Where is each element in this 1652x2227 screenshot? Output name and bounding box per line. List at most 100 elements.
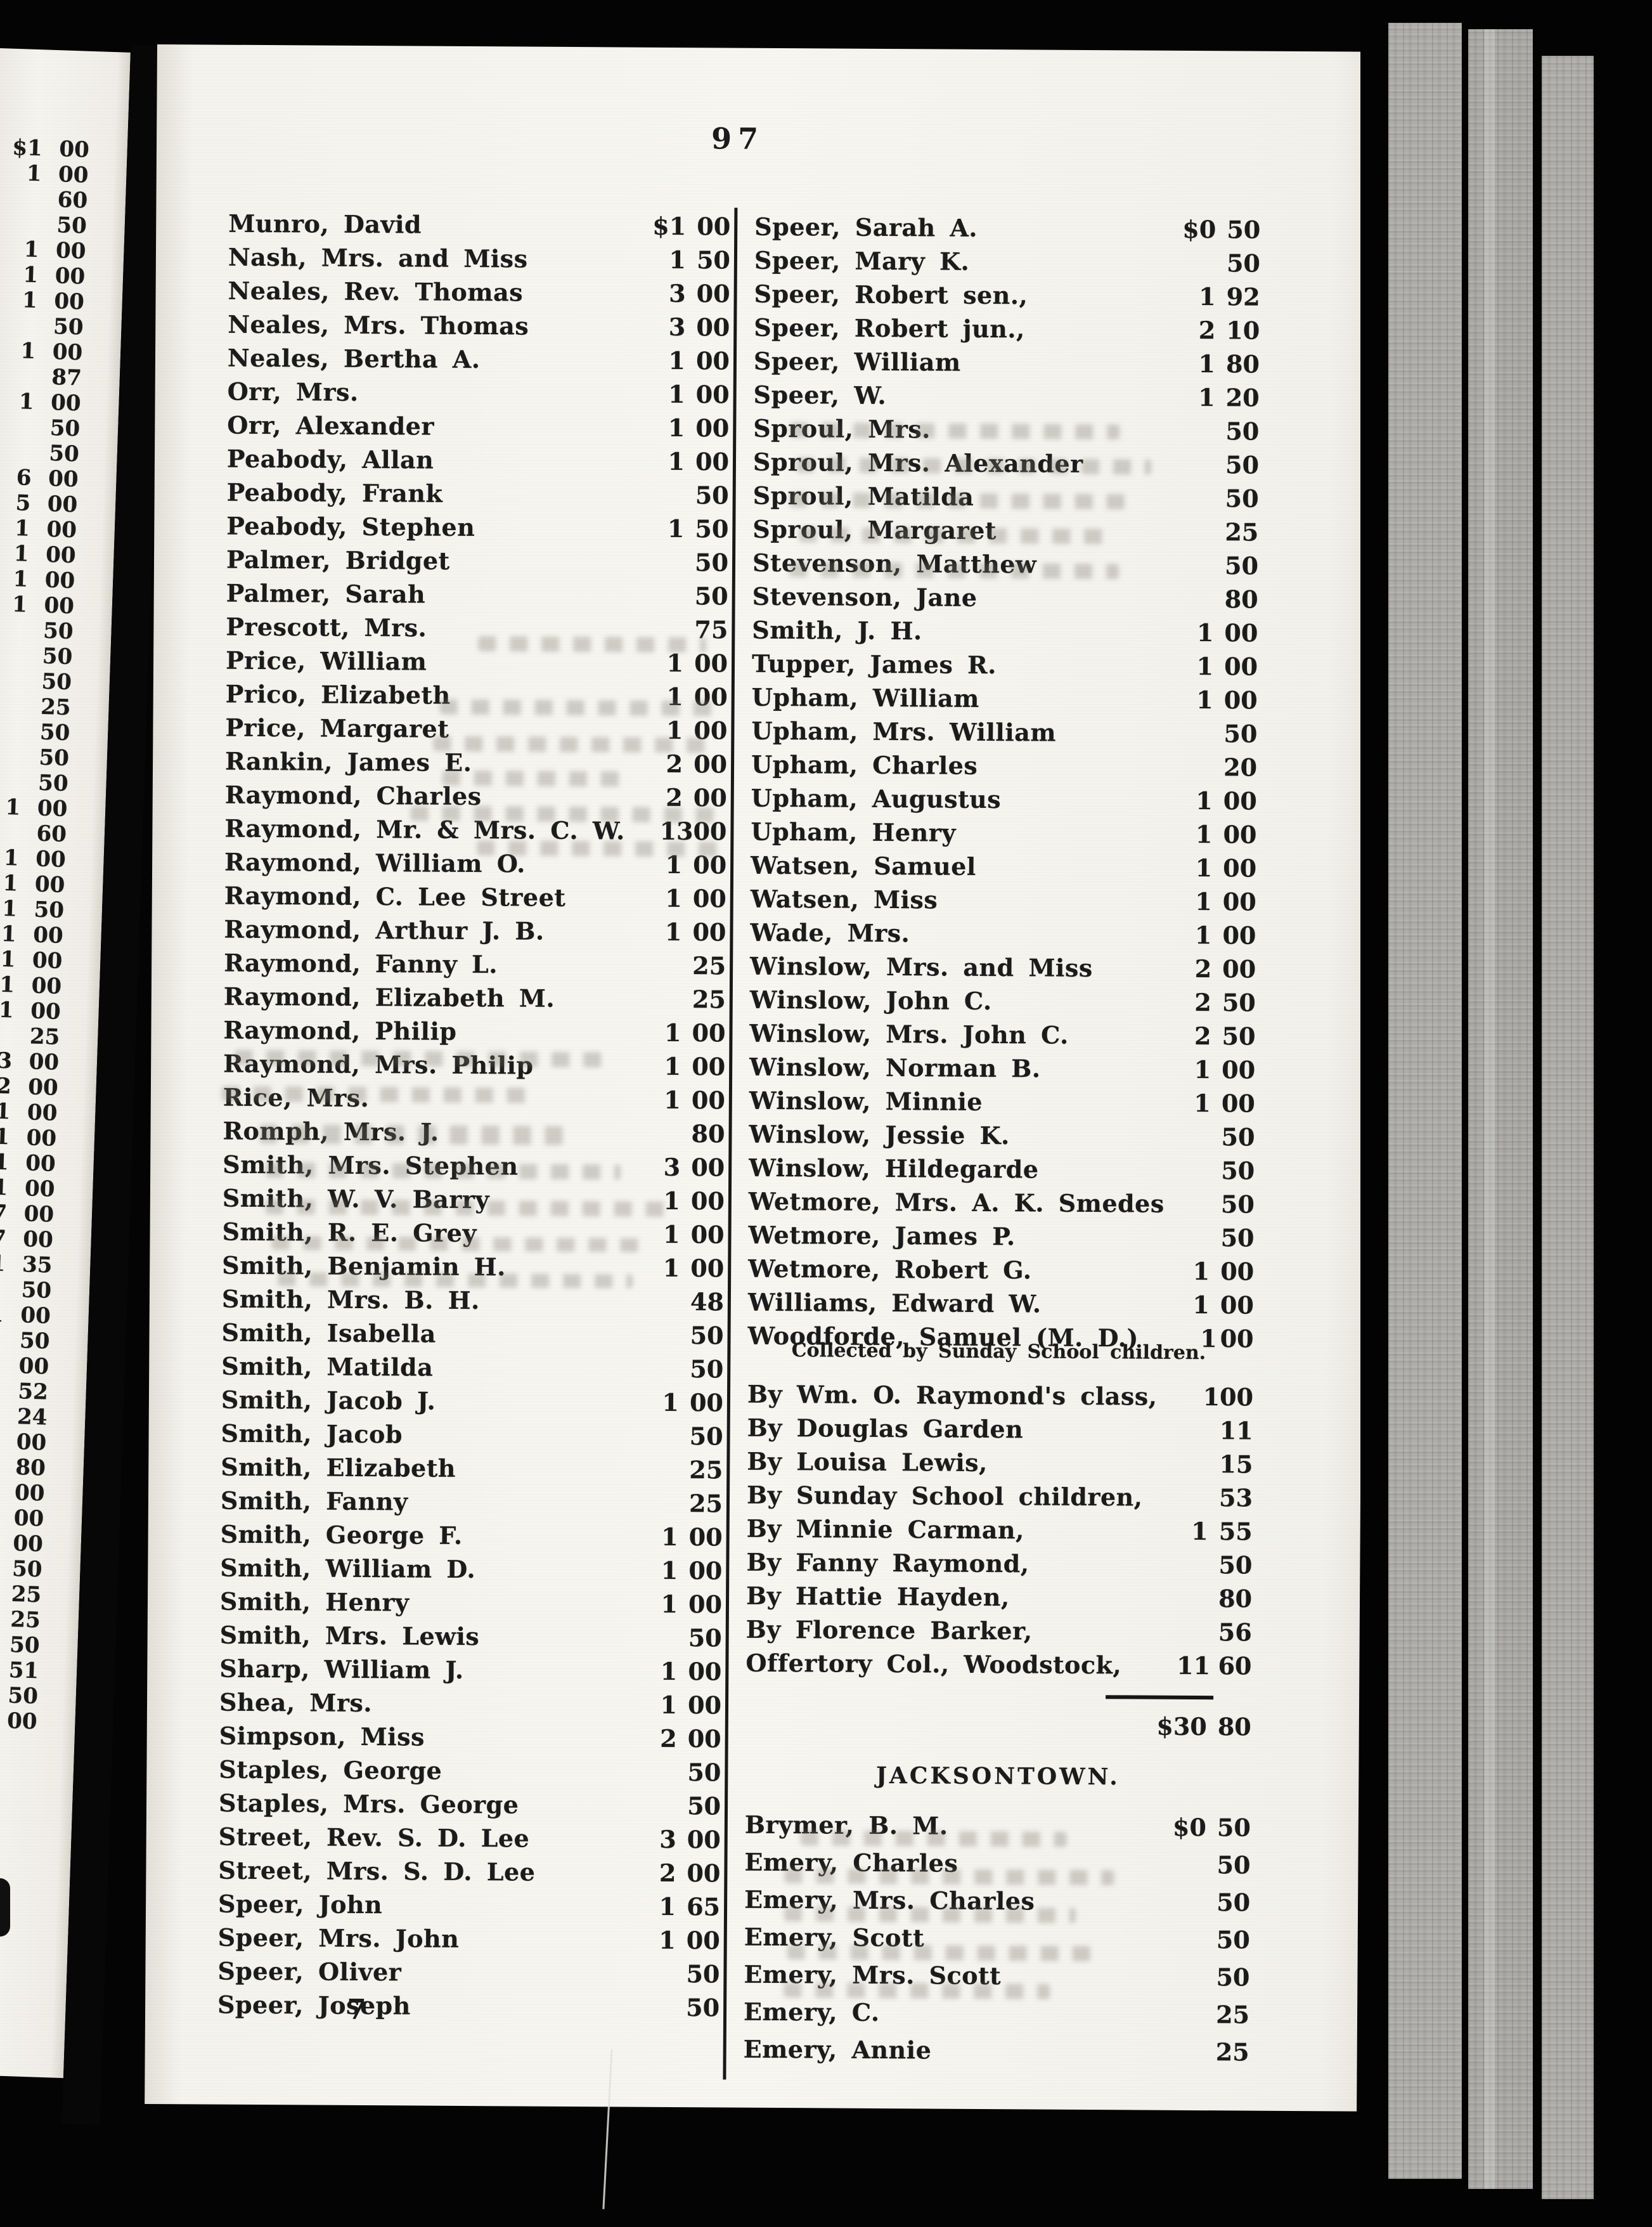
amount-dollars: 1: [659, 1925, 676, 1955]
donor-name: Wetmore, Mrs. A. K. Smedes: [748, 1186, 1165, 1218]
amount-dollars: [0, 768, 22, 795]
amount-cents: 92: [1226, 282, 1260, 311]
amount-cents: 25: [10, 1606, 41, 1633]
amount-cents: 50: [686, 1993, 720, 2022]
ledger-row: Speer, Joseph 50: [217, 1988, 720, 2025]
bleed-through-ghost: [221, 1086, 539, 1103]
amount-cents: 00: [55, 238, 87, 264]
amount-dollars: $1: [652, 211, 687, 241]
amount-dollars: [0, 692, 24, 718]
donor-name: Smith, Jacob J.: [221, 1385, 436, 1415]
amount-cents: 00: [44, 567, 75, 594]
amount-cents: 50: [48, 440, 80, 467]
amount-cents: 50: [9, 1632, 41, 1659]
edge-ink-blob: [0, 1878, 10, 1937]
ledger-row: Simpson, Miss 2 00: [219, 1719, 721, 1756]
ledger-row: Wetmore, Robert G. 1 00: [748, 1252, 1254, 1289]
amount-cents: 35: [22, 1252, 53, 1278]
amount-cents: 50: [1221, 1156, 1255, 1185]
donor-name: Smith, Matilda: [221, 1351, 434, 1382]
facing-amount-row: 7 00: [0, 1199, 57, 1228]
amount-cents: 50: [687, 1758, 721, 1787]
collector-name: Offertory Col., Woodstock,: [745, 1648, 1122, 1680]
amount-cents: 50: [695, 481, 729, 510]
page-edge-strip: [1542, 56, 1594, 2199]
facing-amount-row: 6 00: [0, 464, 81, 493]
amount-cents: 00: [1224, 618, 1258, 647]
amount-dollars: 1: [14, 516, 30, 542]
ledger-row: Palmer, Sarah 50: [226, 576, 728, 613]
amount-cents: 25: [1216, 2000, 1250, 2029]
amount-cents: 50: [688, 1623, 722, 1652]
ledger-row: Raymond, Philip 1 00: [223, 1013, 725, 1050]
amount-cents: 00: [27, 1100, 58, 1126]
amount-dollars: 1: [1194, 921, 1212, 950]
donor-name: Winslow, Jessie K.: [749, 1119, 1010, 1150]
amount-cents: 00: [696, 279, 730, 308]
facing-amount-row: 25: [0, 1580, 44, 1608]
amount-cents: 00: [37, 795, 68, 822]
ledger-row: Street, Mrs. S. D. Lee 2 00: [218, 1854, 720, 1890]
amount-dollars: 1: [662, 1387, 680, 1417]
amount-dollars: $0: [1182, 214, 1216, 244]
ledger-row: Speer, John 1 65: [218, 1887, 720, 1924]
ledger-row: Smith, Jacob 50: [221, 1417, 723, 1453]
bleed-through-ghost: [799, 527, 1116, 545]
donor-name: Wade, Mrs.: [750, 918, 910, 948]
donor-name: Peabody, Frank: [226, 477, 443, 508]
amount-cents: 50: [696, 245, 731, 275]
ledger-row: Street, Rev. S. D. Lee 3 00: [219, 1820, 721, 1857]
amount-cents: 20: [1223, 753, 1258, 782]
amount-cents: 00: [1222, 1055, 1256, 1084]
amount-dollars: 1: [1196, 652, 1214, 681]
amount-dollars: 1: [668, 446, 685, 476]
facing-amount-row: 52: [0, 1377, 51, 1405]
amount-cents: 80: [15, 1455, 46, 1481]
amount-cents: 50: [695, 514, 729, 543]
ledger-row: Peabody, Allan 1 00: [227, 442, 729, 479]
facing-amount-row: 50: [0, 743, 72, 772]
amount-dollars: [586, 1007, 681, 1008]
ledger-row: Sharp, William J. 1 00: [219, 1652, 721, 1689]
ledger-row: Smith, Matilda 50: [221, 1349, 723, 1386]
bleed-through-ghost: [265, 1199, 671, 1217]
amount-cents: 50: [687, 1791, 721, 1821]
ledger-row: Staples, George 50: [219, 1753, 721, 1789]
amount-dollars: 1: [1194, 1055, 1211, 1084]
signature-mark: 7: [346, 1993, 366, 2027]
bleed-through-ghost: [796, 457, 1152, 475]
bleed-through-ghost: [790, 422, 1120, 440]
amount-cents: 00: [1224, 652, 1258, 681]
donor-name: Orr, Mrs.: [227, 377, 359, 406]
amount-dollars: [1119, 573, 1214, 574]
ledger-row: Raymond, Fanny L. 25: [224, 946, 726, 983]
amount-dollars: [0, 211, 40, 237]
amount-dollars: 3: [659, 1824, 676, 1854]
amount-dollars: 1: [0, 971, 15, 998]
amount-cents: 00: [53, 289, 85, 315]
amount-dollars: [584, 1343, 680, 1344]
facing-amount-row: 1 00: [0, 388, 84, 417]
amount-dollars: 1: [667, 514, 685, 543]
collector-name: By Douglas Garden: [747, 1413, 1024, 1444]
donor-name: Speer, Mrs. John: [217, 1923, 460, 1953]
amount-dollars: 2: [1194, 954, 1212, 984]
amount-dollars: 6: [16, 465, 32, 491]
sunday-school-heading: Collected by Sunday School children.: [791, 1339, 1206, 1365]
donor-name: Watsen, Samuel: [750, 850, 976, 881]
donor-name: Smith, Mrs. Lewis: [219, 1620, 480, 1651]
amount-dollars: 1: [668, 413, 685, 443]
bleed-through-ghost: [784, 1906, 1076, 1923]
ledger-row: By Hattie Hayden, 80: [746, 1579, 1252, 1616]
facing-amount-row: 1 00: [0, 287, 87, 315]
amount-cents: 00: [1221, 1089, 1255, 1118]
total-amount-row: $30 80: [745, 1707, 1251, 1744]
amount-cents: 00: [27, 1074, 59, 1101]
ledger-row: Winslow, John C. 2 50: [750, 983, 1256, 1020]
amount-cents: 25: [688, 1489, 723, 1518]
amount-cents: 55: [1218, 1517, 1253, 1546]
facing-amount-row: 87: [0, 363, 84, 391]
ledger-row: By Louisa Lewis, 15: [747, 1445, 1253, 1481]
bleed-through-ghost: [410, 805, 715, 823]
ledger-row: Upham, Augustus 1 00: [751, 781, 1257, 818]
